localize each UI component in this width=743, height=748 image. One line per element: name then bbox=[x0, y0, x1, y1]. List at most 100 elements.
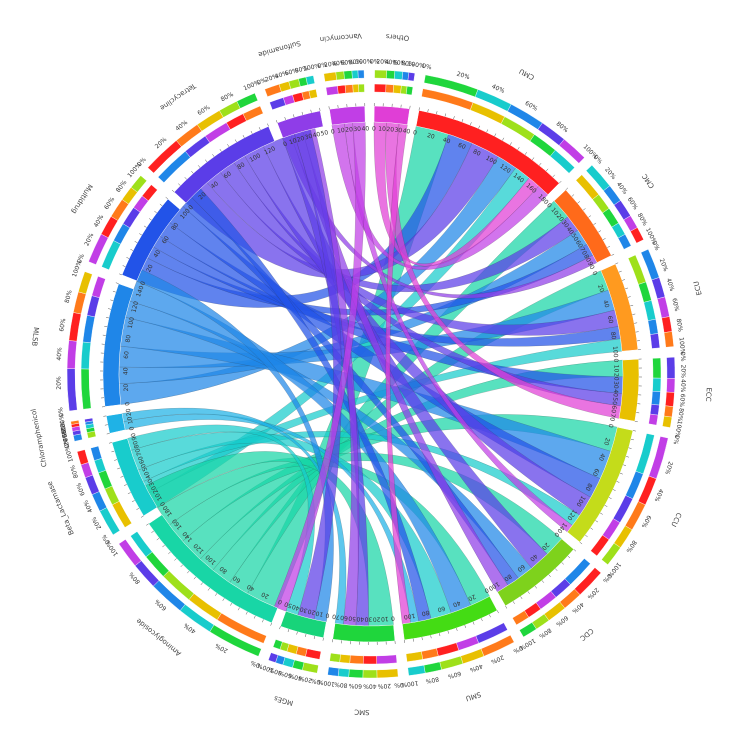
track-segment bbox=[343, 70, 353, 80]
sector-tick-label: 60 bbox=[161, 235, 171, 245]
track-segment bbox=[302, 662, 319, 674]
sector-tick-label: 30 bbox=[364, 615, 372, 622]
sector-arc-multidrug bbox=[121, 198, 181, 282]
sector-tick bbox=[453, 116, 455, 120]
sector-label-ecc: ECC bbox=[704, 387, 713, 402]
sector-tick bbox=[427, 109, 429, 113]
sector-tick-label: 40 bbox=[246, 583, 256, 593]
percent-tick-label: 80% bbox=[115, 179, 129, 194]
sector-tick-label: 40 bbox=[528, 552, 538, 562]
track-segment bbox=[650, 333, 661, 349]
sector-tick bbox=[114, 459, 118, 461]
sector-label-ecu: ECU bbox=[692, 280, 703, 296]
track-segment bbox=[329, 652, 341, 663]
sector-tick bbox=[215, 593, 218, 596]
percent-tick-label: 80% bbox=[59, 419, 68, 434]
track-segment bbox=[647, 318, 659, 335]
sector-tick-label: 50 bbox=[569, 232, 579, 242]
percent-tick-label: 40% bbox=[491, 83, 506, 95]
sector-tick bbox=[267, 123, 269, 127]
sector-tick bbox=[496, 610, 499, 614]
sector-tick-label: 0 bbox=[372, 125, 376, 132]
sector-tick bbox=[611, 253, 615, 256]
percent-tick-label: 40% bbox=[60, 427, 70, 442]
sector-tick-label: 60 bbox=[516, 563, 526, 573]
sector-tick bbox=[262, 619, 264, 623]
sector-tick-label: 60 bbox=[340, 614, 349, 622]
sector-tick-label: 20 bbox=[602, 437, 611, 446]
percent-tick-label: 80% bbox=[636, 212, 649, 227]
sector-tick-label: 40 bbox=[565, 226, 575, 236]
sector-tick bbox=[478, 125, 480, 129]
sector-tick bbox=[104, 325, 108, 327]
sector-tick-label: 0 bbox=[552, 531, 560, 539]
sector-tick bbox=[567, 555, 571, 559]
sector-tick bbox=[552, 174, 555, 178]
track-segment bbox=[638, 281, 652, 303]
sector-arc-vancomycin bbox=[329, 105, 366, 126]
percent-tick-label: 0% bbox=[422, 63, 433, 72]
sector-tick bbox=[287, 629, 290, 633]
sector-label-mlsb: MLSB bbox=[30, 327, 40, 347]
percent-tick-label: 80% bbox=[69, 464, 80, 479]
sector-arc-tetracycline bbox=[173, 126, 275, 204]
track-segment bbox=[549, 149, 575, 174]
sector-label-cmc: CMC bbox=[641, 172, 657, 190]
sector-tick bbox=[470, 122, 472, 126]
sector-tick-label: 40 bbox=[210, 180, 220, 190]
track-segment bbox=[70, 420, 80, 425]
sector-tick bbox=[171, 189, 175, 193]
sector-tick-label: 20 bbox=[260, 590, 270, 600]
sector-tick-label: 60 bbox=[436, 604, 445, 613]
percent-tick-label: 20% bbox=[61, 432, 71, 447]
sector-tick-label: 100 bbox=[611, 346, 619, 358]
percent-tick-label: 60% bbox=[640, 514, 653, 529]
sector-tick bbox=[622, 279, 626, 281]
sector-tick-label: 50 bbox=[140, 462, 149, 472]
sector-tick bbox=[602, 238, 606, 241]
track-segment bbox=[535, 590, 557, 610]
percent-tick-label: 60% bbox=[678, 393, 686, 407]
sector-tick-label: 10 bbox=[549, 207, 559, 217]
sector-tick bbox=[136, 507, 140, 510]
sector-label-mges: MGEs bbox=[273, 694, 294, 707]
sector-tick-label: 60 bbox=[606, 315, 615, 324]
percent-tick-label: 20% bbox=[298, 674, 313, 684]
sector-tick bbox=[632, 430, 636, 432]
sector-arc-smu bbox=[402, 595, 498, 641]
sector-tick-label: 60 bbox=[222, 170, 232, 180]
track-segment bbox=[269, 97, 286, 111]
track-segment bbox=[519, 622, 537, 638]
percent-tick-label: 60% bbox=[447, 669, 462, 679]
track-segment bbox=[666, 378, 676, 393]
percent-tick-label: 80% bbox=[128, 570, 142, 585]
track-segment bbox=[288, 78, 301, 90]
sector-tick bbox=[625, 287, 629, 290]
sector-tick bbox=[590, 527, 594, 530]
chord-ribbon bbox=[119, 156, 517, 405]
sector-tick bbox=[634, 322, 638, 324]
sector-tick bbox=[625, 456, 629, 458]
sector-label-smc: SMC bbox=[354, 708, 370, 716]
sector-tick-label: 80 bbox=[421, 609, 430, 618]
track-segment bbox=[242, 105, 264, 122]
percent-tick-label: 60% bbox=[60, 423, 69, 438]
sector-tick bbox=[234, 139, 237, 143]
sector-tick-label: 20 bbox=[540, 541, 550, 551]
sector-tick-label: 0 bbox=[607, 423, 615, 428]
track-segment bbox=[130, 175, 148, 193]
percent-tick-label: 20% bbox=[586, 586, 601, 601]
track-segment bbox=[236, 92, 259, 109]
track-segment bbox=[305, 648, 322, 660]
sector-tick-label: 70 bbox=[332, 612, 341, 620]
track-segment bbox=[407, 665, 426, 676]
percent-tick-label: 40% bbox=[174, 119, 189, 133]
percent-tick-label: 100% bbox=[673, 420, 683, 438]
sector-tick bbox=[628, 447, 632, 449]
percent-tick-label: 80% bbox=[294, 65, 309, 75]
track-segment bbox=[648, 413, 659, 426]
track-segment bbox=[512, 610, 530, 626]
sector-tick bbox=[489, 614, 491, 618]
sector-tick bbox=[464, 624, 467, 628]
sector-tick bbox=[156, 537, 160, 541]
